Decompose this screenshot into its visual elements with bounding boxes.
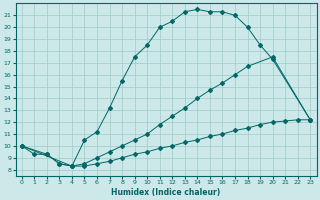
X-axis label: Humidex (Indice chaleur): Humidex (Indice chaleur) (111, 188, 221, 197)
